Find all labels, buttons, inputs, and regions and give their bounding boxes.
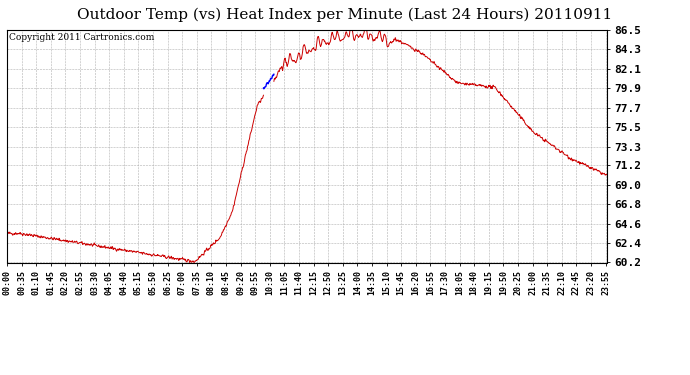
Text: Copyright 2011 Cartronics.com: Copyright 2011 Cartronics.com	[9, 33, 154, 42]
Text: Outdoor Temp (vs) Heat Index per Minute (Last 24 Hours) 20110911: Outdoor Temp (vs) Heat Index per Minute …	[77, 8, 613, 22]
